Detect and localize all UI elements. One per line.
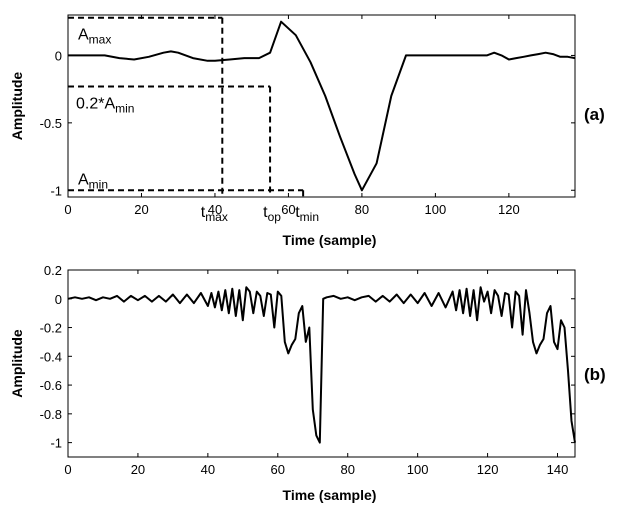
panel-b: 0 20 40 60 80 100 120 140 0.2 0 -0.2 -0.4 -0.6 -0.8 -1…	[9, 263, 606, 503]
x-tick-label-a-2: 40	[208, 202, 222, 217]
x-tick-label-a-3: 60	[281, 202, 295, 217]
x-tick-label-a-4: 80	[355, 202, 369, 217]
plot-frame-b	[67, 269, 576, 458]
x-tick-label-b-4: 80	[340, 462, 354, 477]
y-tick-label-b-4: -0.6	[40, 378, 62, 393]
panel-a: 0 20 40 60 80 100 120 0 -0.5 -1 Time (sample) Ampli…	[9, 14, 605, 248]
annotation-a-min: Amin	[78, 171, 108, 191]
annotation-t-min: tmin	[295, 204, 319, 224]
x-axis-label-b: Time (sample)	[283, 487, 377, 503]
x-tick-label-a-5: 100	[425, 202, 447, 217]
y-tick-label-b-3: -0.4	[40, 349, 62, 364]
x-tick-label-b-5: 100	[407, 462, 429, 477]
y-tick-label-a-1: -0.5	[40, 116, 62, 131]
y-tick-label-b-5: -0.8	[40, 407, 62, 422]
panel-label-a: (a)	[584, 105, 605, 124]
x-tick-label-b-0: 0	[64, 462, 71, 477]
y-tick-label-b-6: -1	[50, 436, 62, 451]
x-tick-label-b-1: 20	[131, 462, 145, 477]
x-tick-label-a-6: 120	[498, 202, 520, 217]
plot-frame-a	[67, 14, 576, 198]
annotation-t-op: top	[263, 204, 281, 224]
y-axis-label-a: Amplitude	[9, 72, 25, 141]
x-tick-label-b-3: 60	[271, 462, 285, 477]
y-tick-label-a-2: -1	[50, 183, 62, 198]
series-line-a-0	[68, 20, 576, 192]
y-tick-label-a-0: 0	[55, 48, 62, 63]
panel-label-b: (b)	[584, 365, 606, 384]
x-axis-label-a: Time (sample)	[283, 232, 377, 248]
y-tick-label-b-0: 0.2	[44, 263, 62, 278]
y-tick-label-b-1: 0	[55, 292, 62, 307]
y-axis-label-b: Amplitude	[9, 329, 25, 398]
x-tick-label-b-2: 40	[201, 462, 215, 477]
series-line-b-0	[67, 286, 576, 444]
annotation-t-max: tmax	[201, 204, 228, 224]
annotation-02-a-min: 0.2*Amin	[76, 95, 134, 115]
y-tick-label-b-2: -0.2	[40, 321, 62, 336]
annotation-a-max: Amax	[78, 27, 111, 47]
x-tick-label-b-6: 120	[477, 462, 499, 477]
x-tick-label-b-7: 140	[547, 462, 569, 477]
x-tick-label-a-0: 0	[64, 202, 71, 217]
x-tick-label-a-1: 20	[134, 202, 148, 217]
